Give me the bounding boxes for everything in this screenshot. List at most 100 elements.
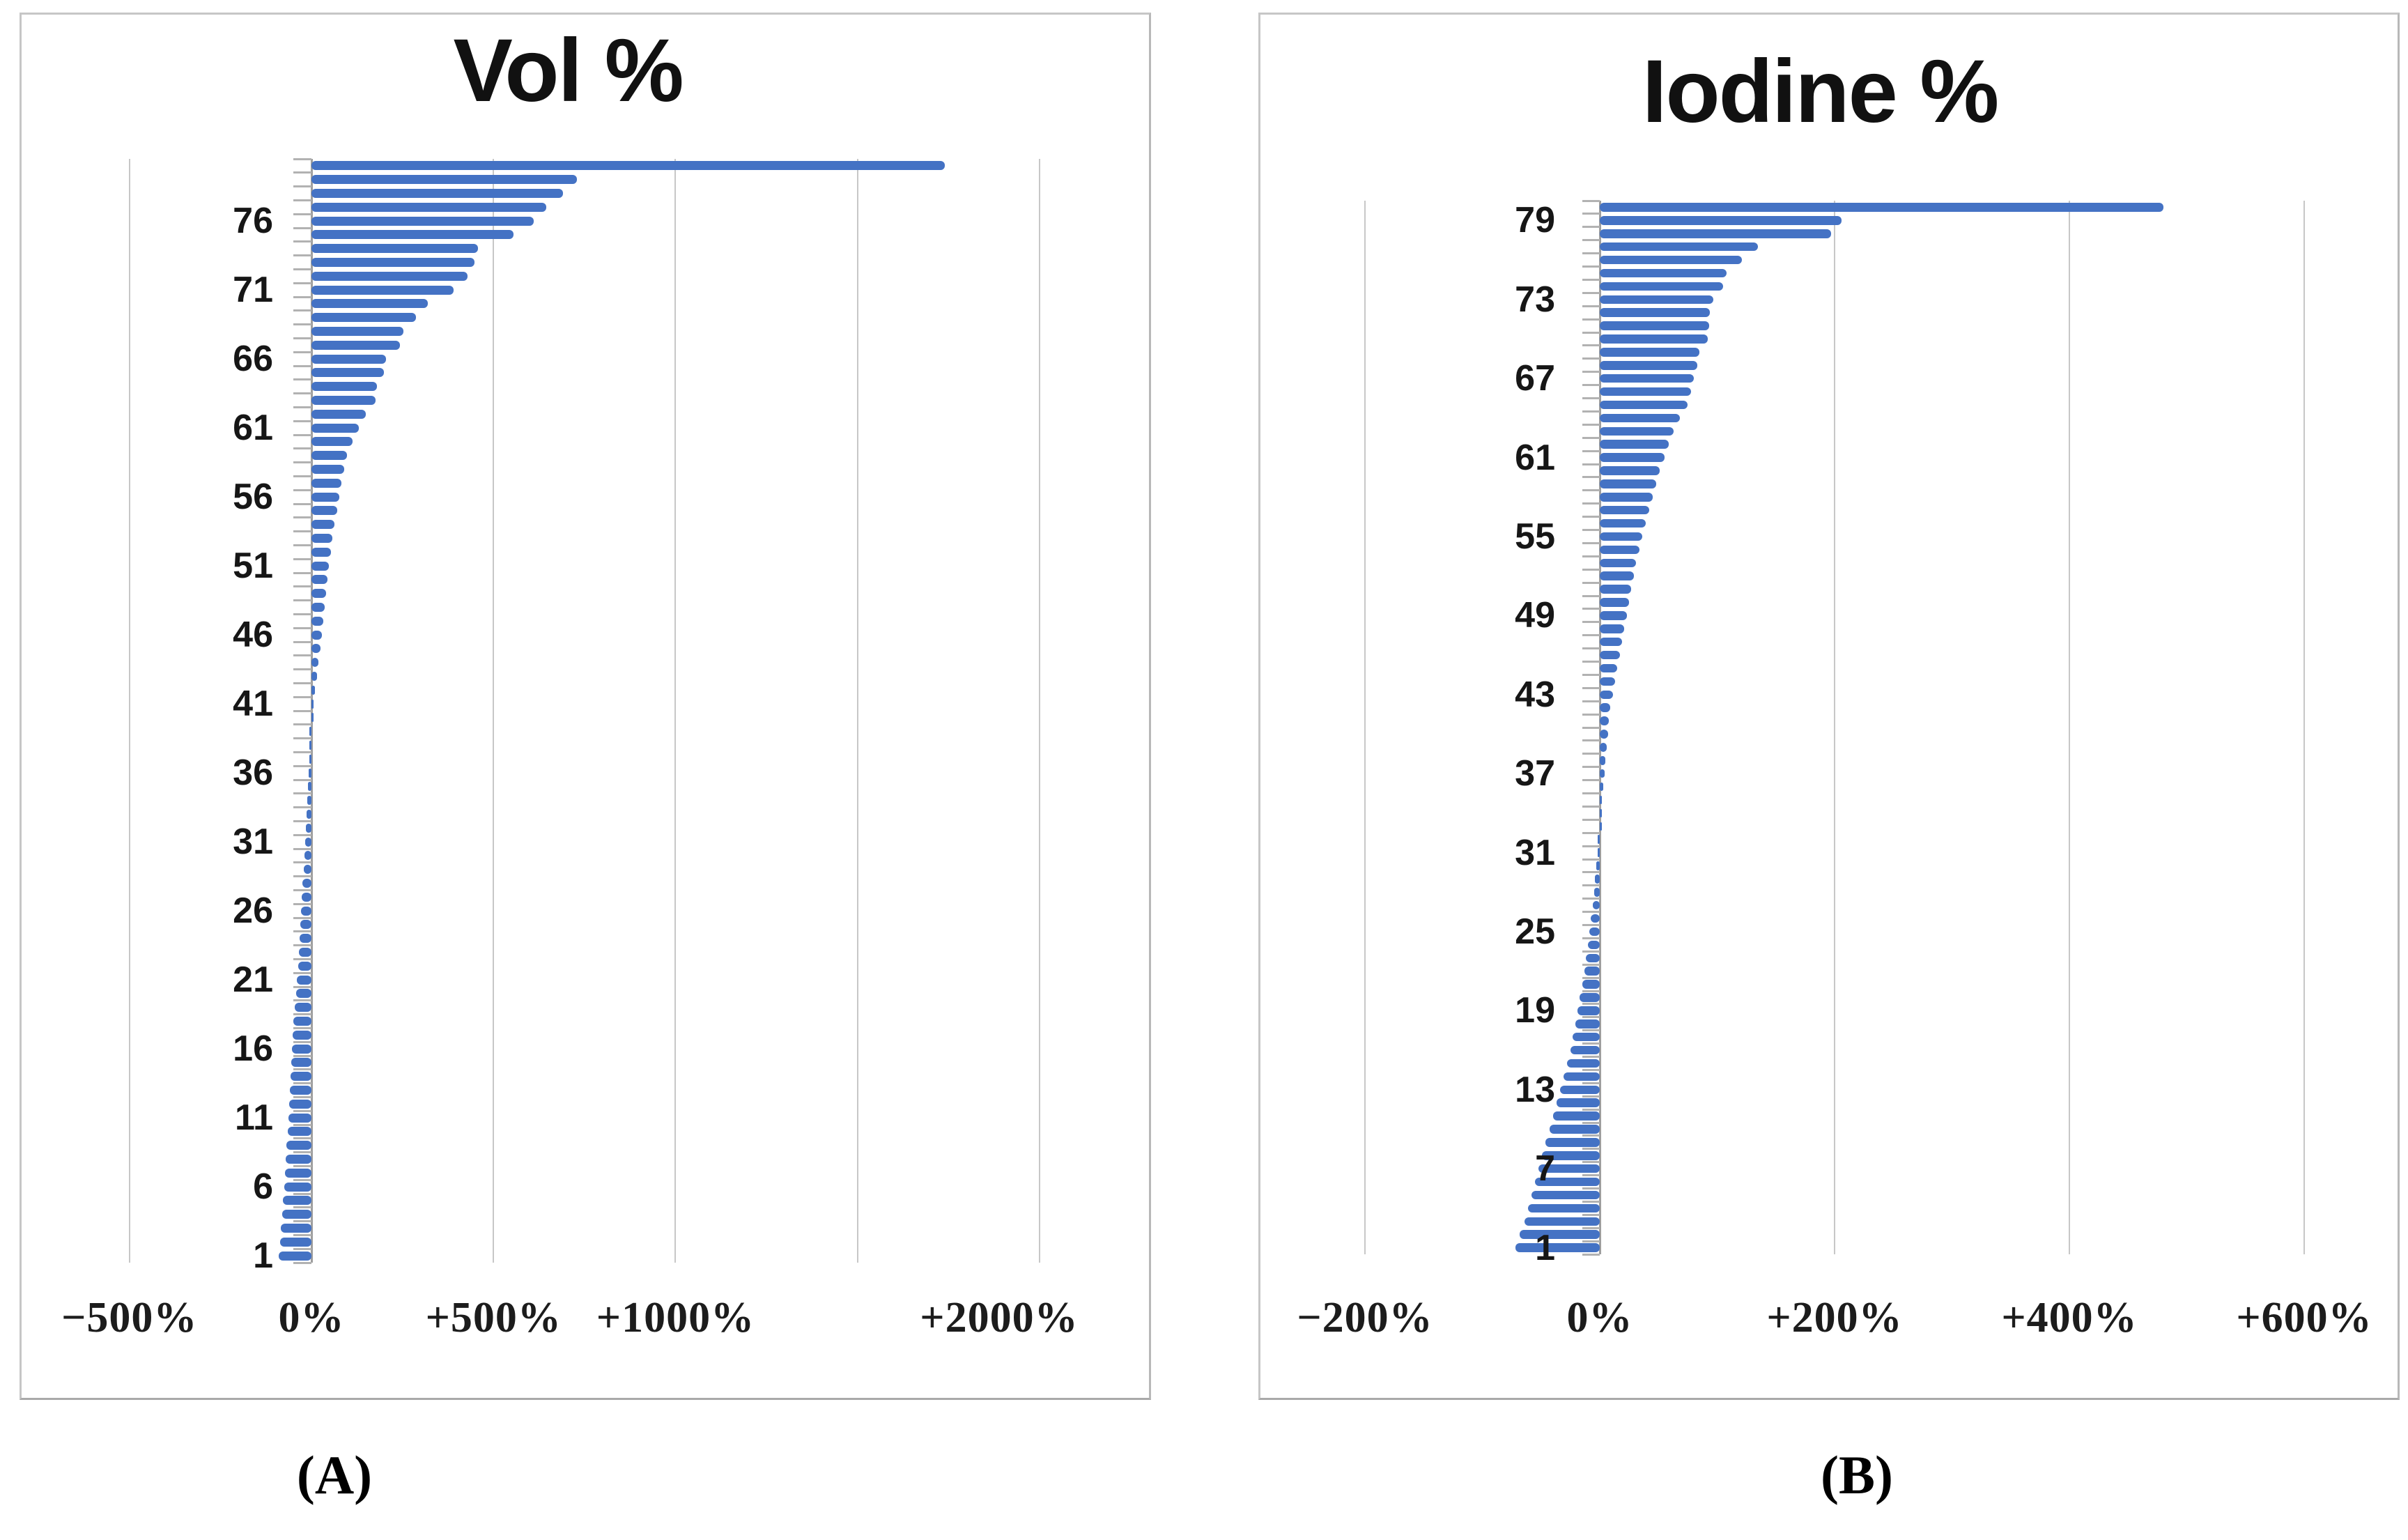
bar-cat-38: [309, 741, 311, 750]
caption-a: (A): [296, 1445, 373, 1505]
category-tick: [293, 999, 311, 1002]
bar-cat-43: [1600, 690, 1613, 699]
bar-cat-26: [301, 906, 311, 916]
bar-cat-23: [1585, 953, 1600, 962]
category-tick: [1582, 371, 1600, 374]
bar-cat-30: [1596, 861, 1600, 870]
y-tick-label-31: 31: [1515, 832, 1555, 873]
panel-vol: [20, 13, 1151, 1400]
bar-cat-63: [311, 396, 376, 405]
category-tick: [293, 861, 311, 864]
category-tick: [1582, 1200, 1600, 1203]
bar-cat-4: [1528, 1203, 1600, 1213]
y-tick-label-21: 21: [233, 960, 273, 1001]
bar-cat-71: [311, 285, 454, 295]
bar-cat-56: [311, 492, 339, 502]
bar-cat-50: [1600, 598, 1630, 607]
category-tick: [1582, 831, 1600, 834]
bar-cat-58: [311, 465, 345, 474]
category-tick: [1582, 1056, 1600, 1058]
category-tick: [293, 971, 311, 974]
category-tick: [293, 654, 311, 657]
bar-cat-73: [1600, 295, 1714, 304]
category-tick: [293, 985, 311, 988]
gridline-B-200: [1834, 201, 1835, 1254]
bar-cat-6: [284, 1182, 311, 1192]
bar-cat-17: [1573, 1032, 1600, 1042]
bar-cat-68: [1600, 361, 1697, 370]
category-tick: [1582, 924, 1600, 926]
bar-cat-27: [1592, 900, 1600, 910]
category-tick: [1582, 858, 1600, 861]
category-tick: [293, 516, 311, 519]
category-tick: [293, 1192, 311, 1195]
zero-axis-line-A-0: [310, 159, 313, 1263]
category-tick: [1582, 950, 1600, 953]
category-tick: [1582, 713, 1600, 716]
category-tick: [293, 1206, 311, 1209]
bar-cat-30: [304, 851, 311, 861]
category-tick: [1582, 318, 1600, 321]
category-tick: [1582, 661, 1600, 663]
x-tick-label-A--500: −500%: [61, 1294, 198, 1341]
y-tick-label-19: 19: [1515, 990, 1555, 1031]
category-tick: [1582, 344, 1600, 347]
bar-cat-37: [1600, 769, 1605, 778]
bar-cat-42: [311, 685, 316, 695]
gridline-A-1500: [856, 159, 858, 1263]
category-tick: [293, 199, 311, 201]
category-tick: [1582, 779, 1600, 782]
bar-cat-10: [287, 1127, 311, 1137]
y-tick-label-36: 36: [233, 753, 273, 794]
category-tick: [1582, 357, 1600, 360]
y-tick-label-61: 61: [1515, 437, 1555, 478]
category-tick: [1582, 265, 1600, 268]
category-tick: [293, 378, 311, 381]
category-tick: [293, 185, 311, 188]
bar-cat-2: [1520, 1230, 1600, 1239]
bar-cat-31: [1597, 848, 1600, 857]
bar-cat-36: [1600, 782, 1604, 792]
category-tick: [1582, 436, 1600, 439]
bar-cat-44: [311, 658, 319, 668]
gridline-A--500: [128, 159, 130, 1263]
category-tick: [293, 847, 311, 850]
bar-cat-21: [1582, 980, 1600, 989]
bar-cat-57: [1600, 505, 1649, 515]
bar-cat-52: [1600, 571, 1634, 580]
bar-cat-40: [311, 713, 314, 723]
category-tick: [1582, 331, 1600, 334]
category-tick: [1582, 1029, 1600, 1032]
bar-cat-67: [1600, 374, 1694, 383]
category-tick: [293, 351, 311, 353]
bar-cat-49: [311, 589, 326, 599]
bar-cat-41: [1600, 716, 1610, 725]
category-tick: [1582, 884, 1600, 887]
bar-cat-15: [1566, 1058, 1600, 1068]
bar-cat-79: [1600, 216, 1842, 225]
category-tick: [1582, 647, 1600, 650]
bar-cat-11: [1552, 1111, 1600, 1121]
category-tick: [1582, 1016, 1600, 1019]
category-tick: [293, 585, 311, 588]
category-tick: [293, 806, 311, 809]
bar-cat-66: [1600, 387, 1692, 396]
bar-cat-59: [311, 451, 348, 461]
y-tick-label-79: 79: [1515, 200, 1555, 241]
category-tick: [293, 406, 311, 408]
category-tick: [293, 1082, 311, 1085]
bar-cat-75: [1600, 268, 1727, 278]
category-tick: [1582, 673, 1600, 676]
gridline-B--200: [1364, 201, 1366, 1254]
category-tick: [293, 682, 311, 684]
category-tick: [1582, 423, 1600, 426]
bar-cat-76: [1600, 255, 1742, 265]
category-tick: [293, 282, 311, 284]
category-tick: [1582, 463, 1600, 465]
bar-cat-25: [1589, 927, 1600, 937]
category-tick: [293, 792, 311, 795]
bar-cat-46: [1600, 650, 1620, 660]
category-tick: [1582, 1148, 1600, 1150]
category-tick: [1582, 476, 1600, 479]
category-tick: [1582, 278, 1600, 281]
